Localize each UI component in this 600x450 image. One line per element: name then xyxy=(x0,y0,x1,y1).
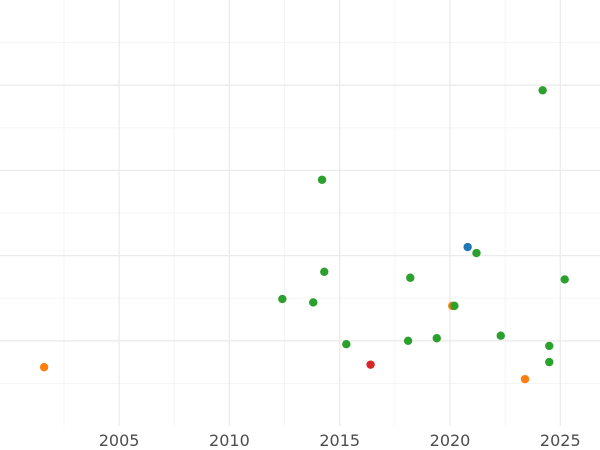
data-point xyxy=(538,86,547,95)
x-tick-label: 2010 xyxy=(209,431,250,450)
data-point xyxy=(432,334,441,343)
data-point xyxy=(545,357,554,367)
data-point xyxy=(450,301,459,311)
data-point xyxy=(366,360,375,369)
x-tick-label: 2005 xyxy=(99,431,140,450)
data-point xyxy=(496,331,505,340)
data-point xyxy=(406,273,415,282)
major-gridlines xyxy=(0,0,600,426)
minor-gridlines xyxy=(0,0,600,426)
data-points xyxy=(39,86,569,384)
x-tick-label: 2020 xyxy=(430,431,471,450)
data-point xyxy=(317,175,327,184)
data-point xyxy=(545,341,554,351)
data-point xyxy=(320,267,329,276)
data-point xyxy=(39,363,49,372)
data-point xyxy=(278,294,287,304)
x-tick-label: 2025 xyxy=(540,431,581,450)
data-point xyxy=(309,298,318,307)
data-point xyxy=(342,340,351,349)
data-point xyxy=(463,242,472,252)
data-point xyxy=(403,336,413,345)
data-point xyxy=(472,248,481,258)
x-axis-tick-labels: 2005 2010 2015 2020 2025 xyxy=(99,431,581,450)
data-point xyxy=(520,374,530,384)
x-tick-label: 2015 xyxy=(319,431,360,450)
data-point xyxy=(560,275,569,284)
